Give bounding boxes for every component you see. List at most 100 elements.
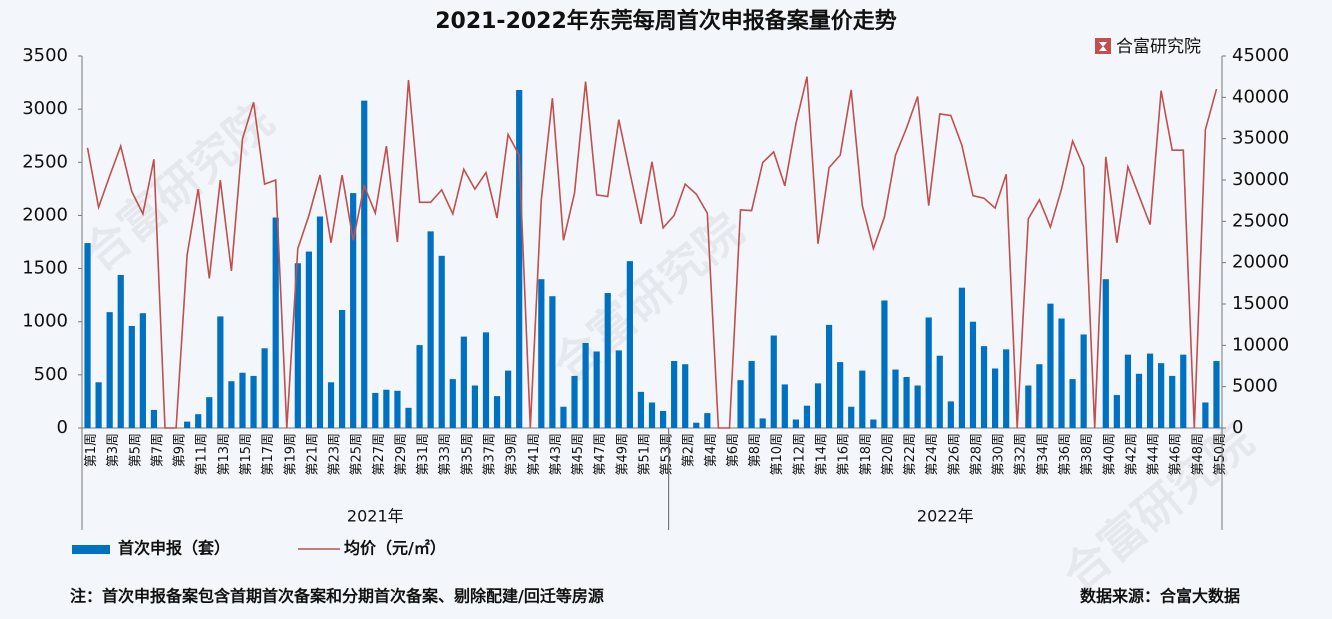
bar — [1003, 349, 1010, 428]
bar — [239, 372, 246, 428]
y2-tick-label: 0 — [1232, 417, 1243, 438]
x-tick-label: 第36周 — [1058, 433, 1073, 476]
bar — [604, 293, 611, 428]
bar — [449, 379, 456, 428]
x-tick-label: 第35周 — [460, 433, 475, 476]
bar — [759, 418, 766, 428]
bar — [1169, 375, 1176, 428]
bar — [626, 261, 633, 428]
bar — [1124, 354, 1132, 428]
legend-label: 首次申报（套） — [118, 539, 230, 558]
bar — [1113, 395, 1120, 428]
line — [86, 76, 1218, 429]
bar — [1135, 373, 1143, 428]
bar — [969, 321, 977, 428]
x-tick-label: 第13周 — [217, 433, 232, 476]
bar — [770, 335, 777, 428]
source: 数据来源：合富大数据 — [1080, 587, 1240, 606]
x-tick-label: 第28周 — [969, 433, 984, 476]
y2-tick-label: 45000 — [1232, 45, 1289, 66]
bar — [914, 385, 921, 428]
bar — [571, 375, 578, 428]
x-tick-label: 第25周 — [350, 433, 365, 476]
bar — [1080, 334, 1087, 428]
bar — [195, 414, 202, 428]
x-tick-label: 第49周 — [615, 433, 630, 476]
bar — [383, 389, 390, 428]
x-tick-label: 第43周 — [549, 433, 564, 476]
bar — [1069, 379, 1076, 428]
bar — [493, 396, 501, 428]
bar — [1036, 364, 1043, 428]
x-tick-label: 第6周 — [726, 433, 741, 467]
x-tick-label: 第30周 — [992, 433, 1007, 476]
bar — [128, 325, 135, 428]
y2-tick-label: 10000 — [1232, 334, 1289, 355]
bar — [261, 348, 268, 428]
x-tick-label: 第47周 — [593, 433, 608, 476]
y2-tick-label: 15000 — [1232, 293, 1289, 314]
bar — [992, 368, 999, 428]
y2-tick-label: 5000 — [1232, 376, 1278, 397]
bar — [106, 312, 113, 428]
chart-title: 2021-2022年东莞每周首次申报备案量价走势 — [435, 8, 897, 34]
x-tick-label: 第34周 — [1036, 433, 1051, 476]
x-tick-label: 第8周 — [748, 433, 763, 467]
brand-icon-mark — [1099, 42, 1107, 51]
bar — [682, 364, 689, 428]
bar — [150, 409, 158, 428]
bar — [538, 279, 545, 428]
x-tick-label: 第24周 — [925, 433, 940, 476]
bar — [958, 287, 966, 428]
bar — [516, 90, 523, 429]
x-tick-label: 第7周 — [150, 433, 165, 467]
bar — [117, 274, 124, 428]
bar — [671, 361, 678, 428]
bar — [84, 243, 91, 428]
bar — [217, 316, 224, 428]
bar — [372, 392, 379, 428]
x-tick-label: 第4周 — [704, 433, 719, 467]
x-tick-label: 第32周 — [1014, 433, 1029, 476]
bar — [781, 384, 788, 428]
bar — [582, 342, 589, 428]
legend-label: 均价（元/㎡） — [344, 539, 446, 558]
bar — [615, 350, 622, 428]
y-tick-label: 3500 — [22, 45, 68, 66]
y-tick-label: 2000 — [22, 204, 68, 225]
bar — [272, 217, 279, 428]
x-tick-label: 第50周 — [1213, 433, 1228, 476]
bar — [1202, 402, 1209, 428]
x-tick-label: 第48周 — [1191, 433, 1206, 476]
group-label: 2022年 — [917, 507, 974, 526]
y-tick-label: 2500 — [22, 151, 68, 172]
x-tick-label: 第15周 — [239, 433, 254, 476]
x-tick-label: 第33周 — [438, 433, 453, 476]
bar — [792, 419, 799, 428]
x-tick-label: 第45周 — [571, 433, 586, 476]
bar — [1158, 363, 1165, 428]
x-tick-label: 第9周 — [173, 433, 188, 467]
bar — [361, 100, 368, 428]
bar — [206, 397, 213, 428]
x-tick-label: 第42周 — [1124, 433, 1139, 476]
x-tick-label: 第10周 — [770, 433, 785, 476]
bar — [704, 413, 711, 428]
bar — [228, 381, 235, 428]
x-tick-label: 第20周 — [881, 433, 896, 476]
bar — [560, 406, 567, 428]
bar — [394, 390, 401, 428]
x-tick-label: 第23周 — [328, 433, 343, 476]
x-tick-label: 第27周 — [372, 433, 387, 476]
x-tick-label: 第41周 — [527, 433, 542, 476]
x-tick-label: 第2周 — [682, 433, 697, 467]
bar — [549, 296, 556, 428]
y-tick-label: 1500 — [22, 258, 68, 279]
y2-tick-label: 40000 — [1232, 86, 1289, 107]
y2-tick-label: 35000 — [1232, 128, 1289, 149]
bar — [427, 231, 434, 428]
bar — [316, 216, 324, 428]
y2-tick-label: 25000 — [1232, 210, 1289, 231]
bar — [471, 385, 479, 428]
